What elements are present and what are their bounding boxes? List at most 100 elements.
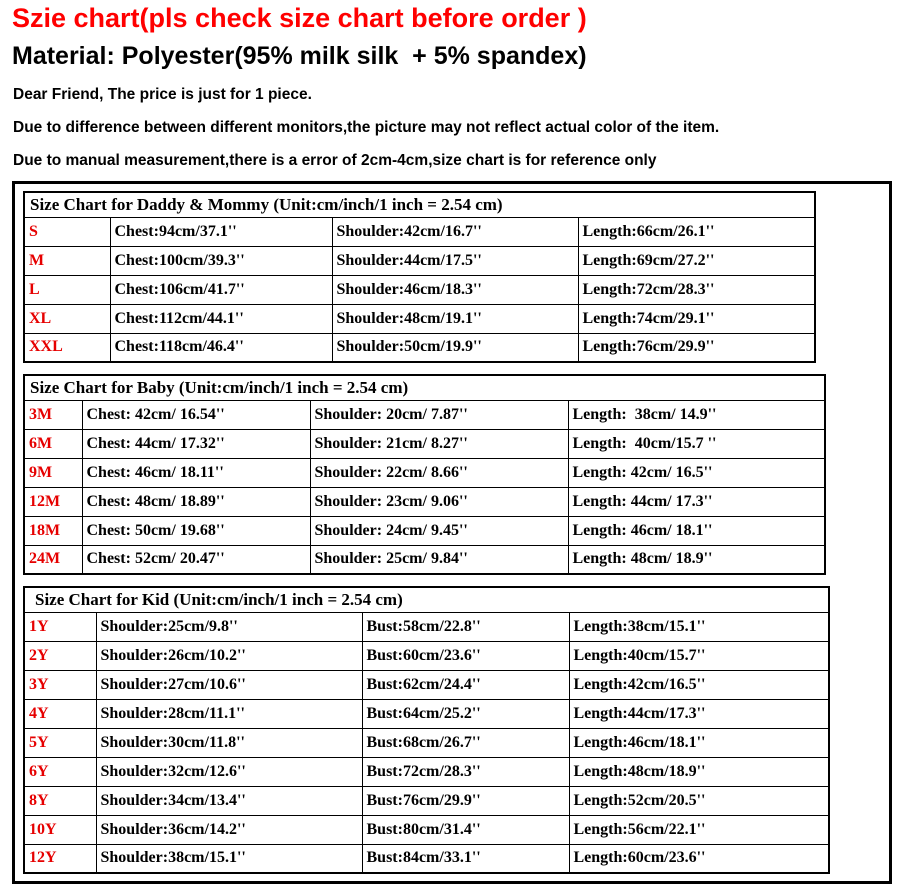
size-label: 6Y [23, 756, 97, 787]
measurement-cell: Length: 38cm/ 14.9'' [567, 399, 826, 430]
measurement-cell: Length:48cm/18.9'' [568, 756, 830, 787]
measurement-cell: Shoulder:25cm/9.8'' [95, 611, 363, 642]
size-table-kid: Size Chart for Kid (Unit:cm/inch/1 inch … [23, 586, 831, 874]
size-label: 12Y [23, 843, 97, 874]
size-row: M Chest:100cm/39.3'' Shoulder:44cm/17.5'' L… [23, 245, 816, 276]
table-body-adult: S Chest:94cm/37.1'' Shoulder:42cm/16.7'' Le… [23, 216, 816, 363]
measurement-cell: Chest:118cm/46.4'' [109, 332, 333, 363]
size-label: 10Y [23, 814, 97, 845]
size-row: 4Y Shoulder:28cm/11.1'' Bust:64cm/25.2'' Le… [23, 698, 830, 729]
table-title-baby: Size Chart for Baby (Unit:cm/inch/1 inch… [23, 374, 826, 401]
measurement-cell: Chest:100cm/39.3'' [109, 245, 333, 276]
size-row: 5Y Shoulder:30cm/11.8'' Bust:68cm/26.7'' Le… [23, 727, 830, 758]
measurement-cell: Shoulder:32cm/12.6'' [95, 756, 363, 787]
measurement-cell: Shoulder: 24cm/ 9.45'' [309, 515, 569, 546]
size-label: 12M [23, 486, 83, 517]
size-row: 18M Chest: 50cm/ 19.68'' Shoulder: 24cm/ 9… [23, 515, 826, 546]
size-row: 10Y Shoulder:36cm/14.2'' Bust:80cm/31.4'' L… [23, 814, 830, 845]
measurement-cell: Shoulder: 23cm/ 9.06'' [309, 486, 569, 517]
table-body-kid: 1Y Shoulder:25cm/9.8'' Bust:58cm/22.8'' Len… [23, 611, 830, 874]
measurement-cell: Bust:84cm/33.1'' [361, 843, 570, 874]
measurement-cell: Shoulder:28cm/11.1'' [95, 698, 363, 729]
measurement-cell: Shoulder:27cm/10.6'' [95, 669, 363, 700]
measurement-cell: Shoulder:26cm/10.2'' [95, 640, 363, 671]
measurement-cell: Bust:72cm/28.3'' [361, 756, 570, 787]
measurement-cell: Shoulder:30cm/11.8'' [95, 727, 363, 758]
size-label: XL [23, 303, 111, 334]
measurement-cell: Bust:60cm/23.6'' [361, 640, 570, 671]
measurement-cell: Length:38cm/15.1'' [568, 611, 830, 642]
measurement-cell: Length:40cm/15.7'' [568, 640, 830, 671]
measurement-cell: Length:66cm/26.1'' [577, 216, 816, 247]
size-row: 1Y Shoulder:25cm/9.8'' Bust:58cm/22.8'' Len… [23, 611, 830, 642]
measurement-cell: Shoulder:48cm/19.1'' [331, 303, 579, 334]
measurement-cell: Shoulder: 25cm/ 9.84'' [309, 544, 569, 575]
measurement-cell: Bust:64cm/25.2'' [361, 698, 570, 729]
size-row: L Chest:106cm/41.7'' Shoulder:46cm/18.3'' L… [23, 274, 816, 305]
size-label: 2Y [23, 640, 97, 671]
measurement-cell: Bust:76cm/29.9'' [361, 785, 570, 816]
size-row: 24M Chest: 52cm/ 20.47'' Shoulder: 25cm/ 9… [23, 544, 826, 575]
size-label: 6M [23, 428, 83, 459]
measurement-cell: Chest: 44cm/ 17.32'' [81, 428, 311, 459]
size-row: XL Chest:112cm/44.1'' Shoulder:48cm/19.1''… [23, 303, 816, 334]
measurement-cell: Length:72cm/28.3'' [577, 274, 816, 305]
size-label: XXL [23, 332, 111, 363]
measurement-cell: Length: 46cm/ 18.1'' [567, 515, 826, 546]
measurement-cell: Bust:68cm/26.7'' [361, 727, 570, 758]
material-heading: Material: Polyester(95% milk silk + 5% s… [12, 42, 587, 70]
measurement-cell: Chest: 52cm/ 20.47'' [81, 544, 311, 575]
size-row: 3M Chest: 42cm/ 16.54'' Shoulder: 20cm/ 7.… [23, 399, 826, 430]
measurement-cell: Length:56cm/22.1'' [568, 814, 830, 845]
size-charts-container: Size Chart for Daddy & Mommy (Unit:cm/in… [12, 181, 892, 884]
size-label: 5Y [23, 727, 97, 758]
measurement-cell: Length:46cm/18.1'' [568, 727, 830, 758]
measurement-cell: Length:76cm/29.9'' [577, 332, 816, 363]
measurement-cell: Bust:62cm/24.4'' [361, 669, 570, 700]
size-chart-page: Szie chart(pls check size chart before o… [0, 3, 904, 884]
size-row: 3Y Shoulder:27cm/10.6'' Bust:62cm/24.4'' Le… [23, 669, 830, 700]
size-row: 9M Chest: 46cm/ 18.11'' Shoulder: 22cm/ 8.… [23, 457, 826, 488]
measurement-cell: Shoulder:50cm/19.9'' [331, 332, 579, 363]
measurement-cell: Chest: 46cm/ 18.11'' [81, 457, 311, 488]
measurement-cell: Shoulder:34cm/13.4'' [95, 785, 363, 816]
measurement-cell: Length:42cm/16.5'' [568, 669, 830, 700]
size-row: 2Y Shoulder:26cm/10.2'' Bust:60cm/23.6'' Le… [23, 640, 830, 671]
measurement-cell: Length: 42cm/ 16.5'' [567, 457, 826, 488]
measurement-cell: Length:69cm/27.2'' [577, 245, 816, 276]
measurement-cell: Chest:94cm/37.1'' [109, 216, 333, 247]
measurement-cell: Shoulder:46cm/18.3'' [331, 274, 579, 305]
size-row: 6Y Shoulder:32cm/12.6'' Bust:72cm/28.3'' Le… [23, 756, 830, 787]
measurement-cell: Shoulder: 21cm/ 8.27'' [309, 428, 569, 459]
size-label: 3Y [23, 669, 97, 700]
measurement-cell: Length: 44cm/ 17.3'' [567, 486, 826, 517]
measurement-cell: Shoulder: 22cm/ 8.66'' [309, 457, 569, 488]
measurement-cell: Length:74cm/29.1'' [577, 303, 816, 334]
size-label: 24M [23, 544, 83, 575]
measurement-cell: Length: 40cm/15.7 '' [567, 428, 826, 459]
measurement-cell: Chest:112cm/44.1'' [109, 303, 333, 334]
size-row: XXL Chest:118cm/46.4'' Shoulder:50cm/19.9'… [23, 332, 816, 363]
table-title-row: Size Chart for Daddy & Mommy (Unit:cm/in… [23, 191, 816, 218]
measurement-cell: Chest: 42cm/ 16.54'' [81, 399, 311, 430]
measurement-cell: Length: 48cm/ 18.9'' [567, 544, 826, 575]
size-row: 6M Chest: 44cm/ 17.32'' Shoulder: 21cm/ 8.… [23, 428, 826, 459]
size-row: 12M Chest: 48cm/ 18.89'' Shoulder: 23cm/ 9… [23, 486, 826, 517]
measurement-cell: Shoulder:44cm/17.5'' [331, 245, 579, 276]
size-label: 3M [23, 399, 83, 430]
size-label: S [23, 216, 111, 247]
measurement-cell: Chest: 50cm/ 19.68'' [81, 515, 311, 546]
size-label: 1Y [23, 611, 97, 642]
measurement-cell: Chest: 48cm/ 18.89'' [81, 486, 311, 517]
size-table-adult: Size Chart for Daddy & Mommy (Unit:cm/in… [23, 191, 817, 363]
table-title-adult: Size Chart for Daddy & Mommy (Unit:cm/in… [23, 191, 816, 218]
size-label: 18M [23, 515, 83, 546]
table-title-row: Size Chart for Kid (Unit:cm/inch/1 inch … [23, 586, 830, 613]
size-row: 12Y Shoulder:38cm/15.1'' Bust:84cm/33.1'' L… [23, 843, 830, 874]
measurement-cell: Shoulder:36cm/14.2'' [95, 814, 363, 845]
measurement-cell: Bust:58cm/22.8'' [361, 611, 570, 642]
table-title-kid: Size Chart for Kid (Unit:cm/inch/1 inch … [23, 586, 830, 613]
measurement-cell: Shoulder:42cm/16.7'' [331, 216, 579, 247]
table-body-baby: 3M Chest: 42cm/ 16.54'' Shoulder: 20cm/ 7.… [23, 399, 826, 575]
size-table-baby: Size Chart for Baby (Unit:cm/inch/1 inch… [23, 374, 827, 575]
